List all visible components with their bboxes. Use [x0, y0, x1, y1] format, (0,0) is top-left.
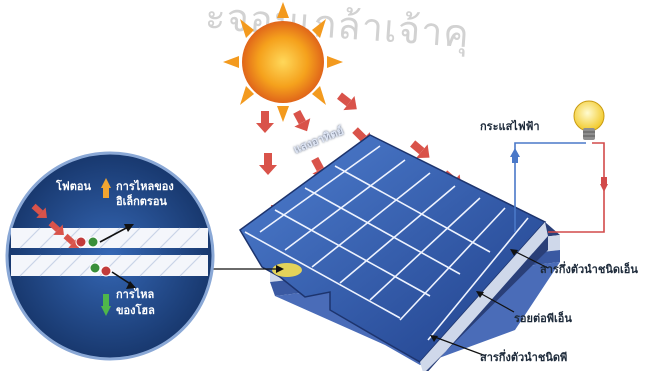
hole-flow-label-line2: ของโฮล	[116, 304, 155, 317]
zoom-pointer-arrowhead	[276, 265, 284, 273]
pn-junction-label: รอยต่อพีเอ็น	[514, 312, 572, 325]
solar-panel	[239, 134, 560, 371]
leader-arrowheads	[430, 249, 518, 342]
photon-glow	[272, 263, 302, 277]
circuit-wire	[510, 142, 608, 233]
photon-label: โฟตอน	[56, 180, 91, 193]
light-bulb-icon	[573, 100, 605, 140]
zoom-circle	[5, 151, 215, 361]
current-label: กระแสไฟฟ้า	[480, 120, 540, 133]
leader-lines	[431, 249, 549, 357]
electron-flow-label-line1: การไหลของ	[116, 180, 174, 193]
hole-flow-label-line1: การไหล	[116, 288, 155, 301]
electron-flow-label-line2: อิเล็กตรอน	[116, 195, 167, 208]
p-type-label: สารกึ่งตัวนำชนิดพี	[480, 351, 568, 364]
sun-icon	[223, 2, 343, 122]
n-type-label: สารกึ่งตัวนำชนิดเอ็น	[540, 263, 638, 276]
